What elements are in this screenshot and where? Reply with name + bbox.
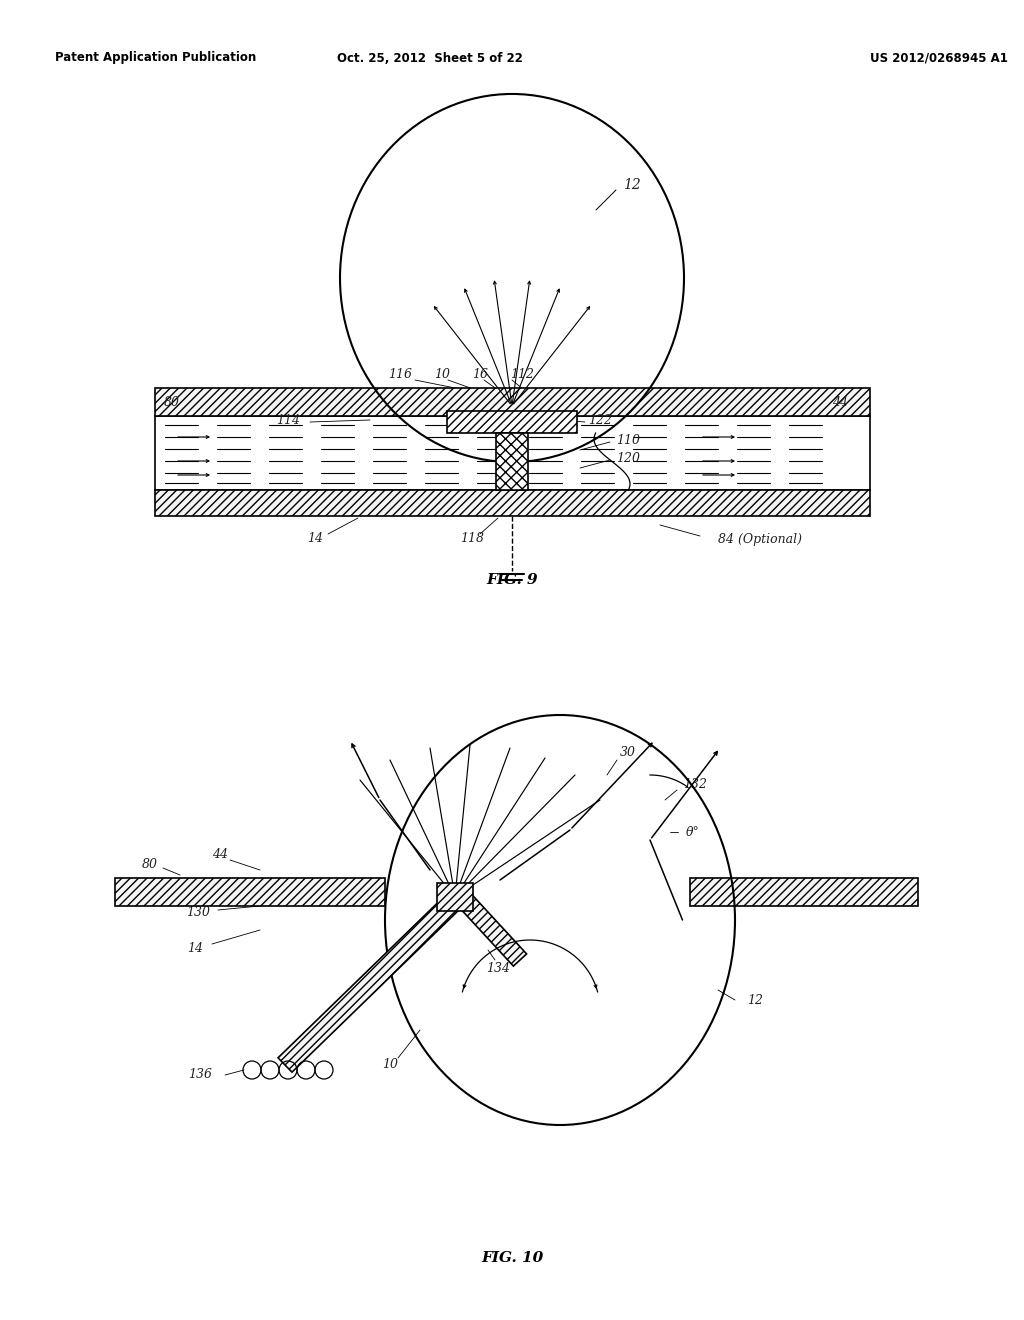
Bar [447,411,577,433]
Text: 10: 10 [434,368,450,381]
Text: 116: 116 [388,368,412,381]
Text: 136: 136 [188,1068,212,1081]
Text: 14: 14 [307,532,323,544]
Text: US 2012/0268945 A1: US 2012/0268945 A1 [870,51,1008,65]
Text: 134: 134 [486,961,510,974]
Text: 120: 120 [616,451,640,465]
Text: 44: 44 [212,849,228,862]
Bar [690,878,918,906]
Text: 84 (Optional): 84 (Optional) [718,533,802,546]
Bar [496,433,528,490]
Text: 132: 132 [683,779,707,792]
Text: 80: 80 [142,858,158,871]
Text: 12: 12 [746,994,763,1006]
Text: 80: 80 [164,396,180,409]
Text: 118: 118 [460,532,484,544]
Bar [155,490,870,516]
Text: Patent Application Publication: Patent Application Publication [55,51,256,65]
Text: 16: 16 [472,368,488,381]
Text: 14: 14 [187,941,203,954]
Text: 114: 114 [276,413,300,426]
Bar [437,883,473,911]
Text: 112: 112 [510,368,534,381]
Bar [115,878,385,906]
Text: 130: 130 [186,906,210,919]
Text: 110: 110 [616,433,640,446]
Text: 44: 44 [831,396,848,409]
Bar [155,388,870,416]
Text: FIG. 10: FIG. 10 [481,1251,543,1265]
Polygon shape [279,888,467,1072]
Text: Oct. 25, 2012  Sheet 5 of 22: Oct. 25, 2012 Sheet 5 of 22 [337,51,523,65]
Bar [155,416,870,490]
Text: θ°: θ° [686,825,699,838]
Text: FIG. 9: FIG. 9 [486,573,538,587]
Text: 10: 10 [382,1059,398,1072]
Polygon shape [454,888,526,966]
Text: 30: 30 [620,746,636,759]
Text: 12: 12 [624,178,641,191]
Text: 122: 122 [588,413,612,426]
